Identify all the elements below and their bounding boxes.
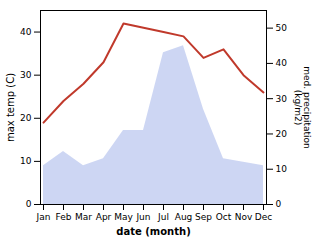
svg-text:10: 10 — [276, 164, 288, 174]
svg-text:30: 30 — [20, 70, 32, 80]
svg-text:Nov: Nov — [235, 212, 253, 222]
svg-text:40: 40 — [20, 27, 32, 37]
svg-text:Sep: Sep — [195, 212, 212, 222]
svg-text:0: 0 — [276, 199, 282, 209]
svg-text:10: 10 — [20, 156, 32, 166]
svg-text:Oct: Oct — [216, 212, 232, 222]
svg-text:Jul: Jul — [157, 212, 169, 222]
svg-text:20: 20 — [276, 129, 288, 139]
svg-text:Feb: Feb — [56, 212, 72, 222]
svg-text:0: 0 — [26, 199, 32, 209]
svg-text:Jun: Jun — [135, 212, 150, 222]
svg-text:max temp (C): max temp (C) — [5, 73, 16, 142]
svg-text:Mar: Mar — [75, 212, 92, 222]
svg-text:40: 40 — [276, 58, 288, 68]
svg-text:30: 30 — [276, 94, 288, 104]
svg-text:Jan: Jan — [36, 212, 51, 222]
svg-text:Apr: Apr — [96, 212, 112, 222]
svg-text:date (month): date (month) — [116, 226, 190, 237]
svg-text:Dec: Dec — [255, 212, 272, 222]
svg-text:med. precipitation(kg/m2): med. precipitation(kg/m2) — [293, 66, 312, 148]
svg-text:Aug: Aug — [175, 212, 193, 222]
svg-text:50: 50 — [276, 23, 288, 33]
svg-text:May: May — [114, 212, 133, 222]
svg-text:20: 20 — [20, 113, 32, 123]
